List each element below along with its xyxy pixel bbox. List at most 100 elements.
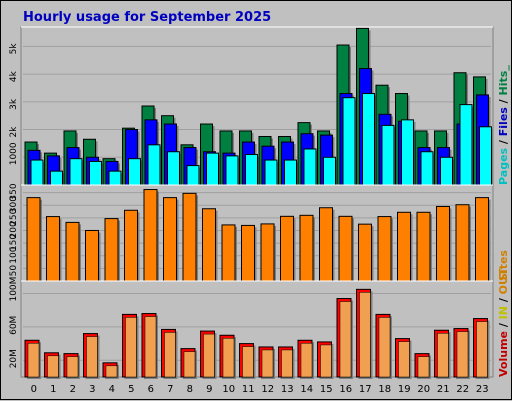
sites-bar xyxy=(319,207,333,282)
volume-out-bar xyxy=(27,343,40,378)
sites-bar xyxy=(358,223,372,282)
pages-bar xyxy=(225,155,239,186)
pages-bar xyxy=(167,151,180,186)
sites-bar xyxy=(338,215,353,282)
hour-tick-label: 10 xyxy=(222,384,235,395)
sites-bar xyxy=(26,197,41,282)
hour-tick-label: 12 xyxy=(261,384,274,395)
sites-bar xyxy=(475,197,489,282)
sites-bar xyxy=(260,223,275,282)
chart-title: Hourly usage for September 2025 xyxy=(23,10,271,25)
sites-bar xyxy=(85,229,99,282)
volume-out-bar xyxy=(203,333,215,378)
hour-tick-label: 15 xyxy=(320,384,333,395)
sites-ytick: 250 xyxy=(9,208,19,225)
sites-ytick: 150 xyxy=(9,234,19,251)
hour-tick-label: 9 xyxy=(206,384,212,395)
hits-files-pages-side-label-part: Hits xyxy=(497,70,510,95)
volume-out-bar xyxy=(456,331,469,378)
sites-bar xyxy=(299,214,314,282)
volume-out-bar xyxy=(261,349,274,378)
sites-bar xyxy=(436,205,450,282)
hour-tick-label: 19 xyxy=(398,384,411,395)
hits-files-pages-panel: 1000 2k 3k 4k 5k xyxy=(9,26,494,187)
volume-side-label-part: / xyxy=(497,319,510,331)
hits-files-pages-ytick: 1000 xyxy=(9,142,19,165)
hour-tick-label: 6 xyxy=(148,384,154,395)
sites-bar xyxy=(397,211,411,282)
hits-files-pages-ytick: 5k xyxy=(9,43,19,55)
volume-out-bar xyxy=(417,356,430,378)
pages-bar xyxy=(303,148,317,186)
volume-out-bar xyxy=(183,351,196,378)
pages-bar xyxy=(323,156,336,186)
volume-side-label-part: / xyxy=(497,294,510,306)
sites-ytick: 50 xyxy=(9,265,19,277)
sites-bar xyxy=(46,216,60,282)
volume-out-bar xyxy=(300,343,313,378)
volume-ytick: 100M xyxy=(9,277,19,302)
pages-bar xyxy=(401,119,414,186)
volume-out-bar xyxy=(359,292,371,378)
hour-tick-label: 23 xyxy=(476,384,489,395)
hour-tick-label: 4 xyxy=(109,384,115,395)
volume-side-label-part: Volume xyxy=(497,331,510,377)
hour-tick-label: 0 xyxy=(31,384,37,395)
volume-out-bar xyxy=(242,346,254,378)
hits-files-pages-side-label-part: Pages xyxy=(497,147,510,185)
hour-tick-label: 7 xyxy=(167,384,173,395)
volume-out-bar xyxy=(476,321,488,378)
pages-bar xyxy=(69,158,83,186)
x-axis: 0 1 2 3 4 5 6 7 8 9 10 11 12 13 14 15 16 17 18 19 20 21 22 23 xyxy=(31,384,489,395)
sites-bar xyxy=(65,221,80,282)
hits-files-pages-side-label: Pages / Files / Hits_ xyxy=(497,65,510,185)
hour-tick-label: 3 xyxy=(89,384,95,395)
sites-bar xyxy=(455,204,470,282)
sites-bar xyxy=(104,218,119,282)
volume-out-bar xyxy=(105,365,118,378)
pages-bar xyxy=(89,160,102,186)
sites-bar xyxy=(241,224,255,282)
hour-tick-label: 14 xyxy=(300,384,313,395)
hour-tick-label: 11 xyxy=(242,384,255,395)
pages-bar xyxy=(147,144,161,186)
hour-tick-label: 21 xyxy=(437,384,450,395)
hits-files-pages-ytick: 4k xyxy=(9,70,19,82)
pages-bar xyxy=(50,170,63,186)
pages-bar xyxy=(381,124,395,186)
volume-out-bar xyxy=(378,317,391,378)
pages-bar xyxy=(108,170,122,186)
volume-out-bar xyxy=(86,336,98,378)
hour-tick-label: 13 xyxy=(281,384,294,395)
hits-files-pages-side-label-part: _ xyxy=(497,65,510,71)
sites-bar xyxy=(124,209,138,282)
volume-out-bar xyxy=(144,316,157,378)
hits-files-pages-ytick: 3k xyxy=(9,98,19,110)
pages-bar xyxy=(440,156,453,186)
volume-side-label-part: OUT xyxy=(497,268,510,294)
pages-bar xyxy=(206,152,219,186)
sites-bar xyxy=(377,216,392,282)
volume-out-bar xyxy=(164,332,176,378)
sites-bar xyxy=(280,215,294,282)
volume-out-bar xyxy=(339,301,352,378)
volume-panel: 20M 60M 100M xyxy=(9,277,494,379)
pages-bar xyxy=(284,159,297,186)
volume-plot-area xyxy=(20,280,494,378)
hour-tick-label: 20 xyxy=(417,384,430,395)
pages-bar xyxy=(459,104,473,186)
pages-bar xyxy=(479,126,492,186)
sites-bar xyxy=(202,208,216,282)
sites-ytick: 300 xyxy=(9,196,19,213)
volume-out-bar xyxy=(66,356,79,378)
volume-out-bar xyxy=(222,338,235,378)
hour-tick-label: 18 xyxy=(378,384,391,395)
pages-bar xyxy=(342,97,356,186)
hour-tick-label: 2 xyxy=(70,384,76,395)
pages-bar xyxy=(362,93,375,186)
sites-ytick: 200 xyxy=(9,221,19,238)
sites-ytick: 350 xyxy=(9,183,19,200)
volume-out-bar xyxy=(125,317,137,378)
